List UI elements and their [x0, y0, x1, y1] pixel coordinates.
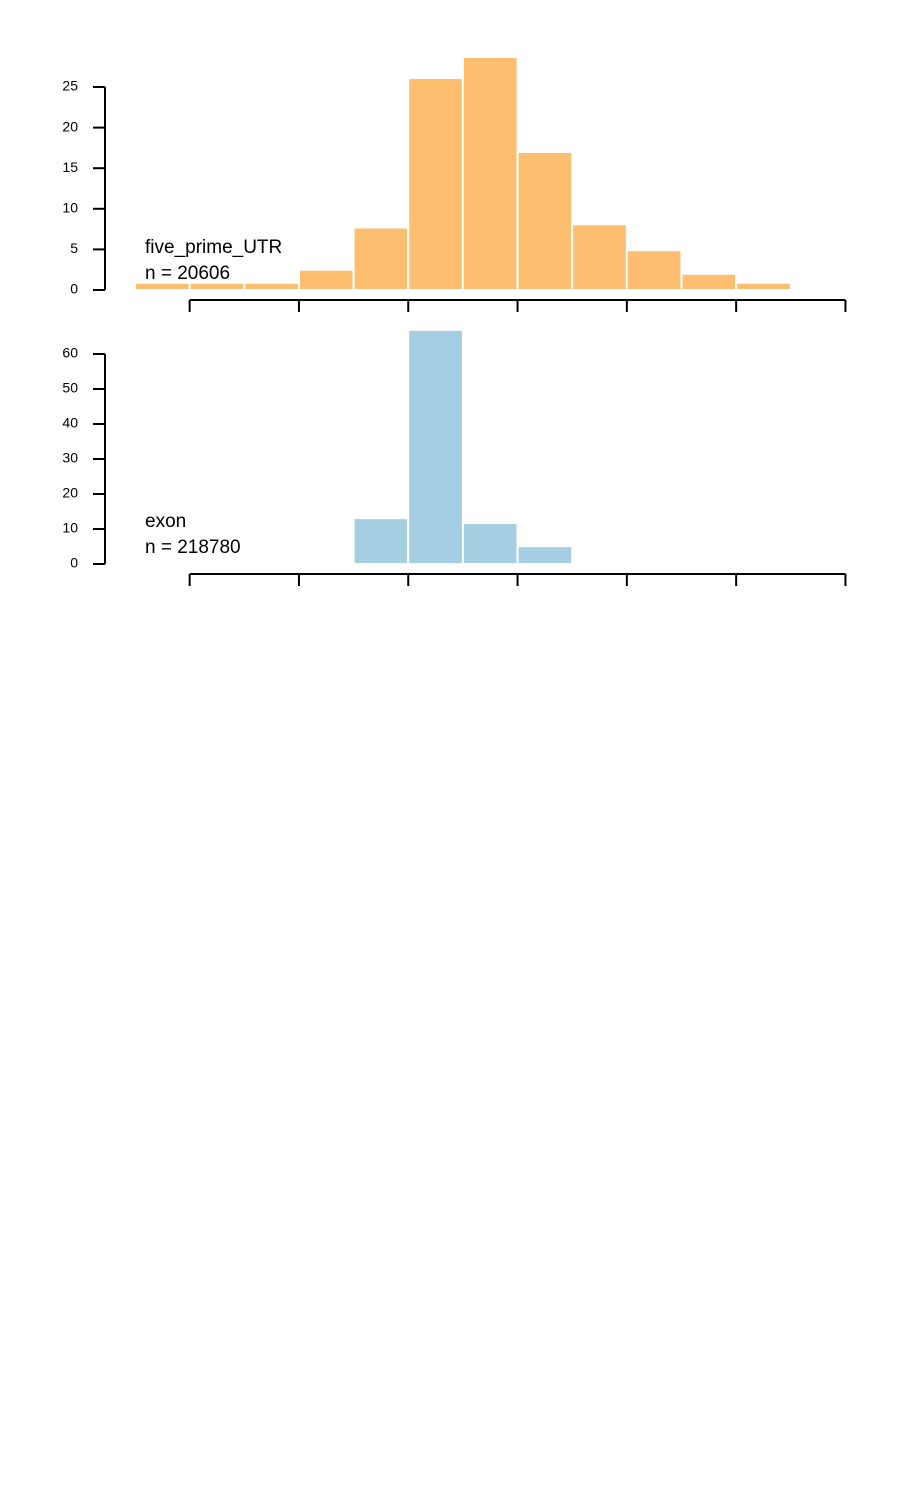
bar: [516, 150, 574, 291]
y-tick-label: 50: [62, 380, 78, 396]
bar: [297, 561, 355, 565]
bar: [571, 223, 628, 291]
bar: [407, 77, 464, 292]
y-tick-label: 20: [62, 485, 78, 501]
bar: [625, 561, 683, 566]
bar: [461, 55, 519, 292]
bar: [188, 561, 246, 565]
bar: [625, 249, 683, 292]
bar: [297, 268, 355, 292]
y-tick-label: 40: [62, 415, 78, 431]
y-tick-label: 10: [62, 520, 78, 536]
bar: [134, 561, 191, 565]
bar: [243, 561, 300, 565]
bar: [352, 517, 410, 566]
y-tick-label: 0: [70, 281, 78, 297]
y-tick-label: 5: [70, 240, 78, 256]
annotation: exon: [145, 511, 186, 532]
y-tick-label: 25: [62, 78, 78, 94]
bar: [461, 522, 519, 565]
bar: [243, 281, 300, 291]
annotation: n = 218780: [145, 537, 241, 558]
annotation: five_prime_UTR: [145, 237, 282, 258]
annotation: n = 20606: [145, 263, 230, 284]
y-tick-label: 60: [62, 345, 78, 361]
bar: [680, 561, 738, 566]
y-tick-label: 15: [62, 159, 78, 175]
bar: [735, 281, 792, 291]
y-tick-label: 20: [62, 118, 78, 134]
y-tick-label: 0: [70, 555, 78, 571]
bar: [407, 328, 464, 565]
y-tick-label: 10: [62, 200, 78, 216]
bar: [352, 226, 410, 291]
bar: [571, 561, 628, 565]
y-tick-label: 30: [62, 450, 78, 466]
bar: [516, 545, 574, 566]
bar: [680, 272, 738, 292]
